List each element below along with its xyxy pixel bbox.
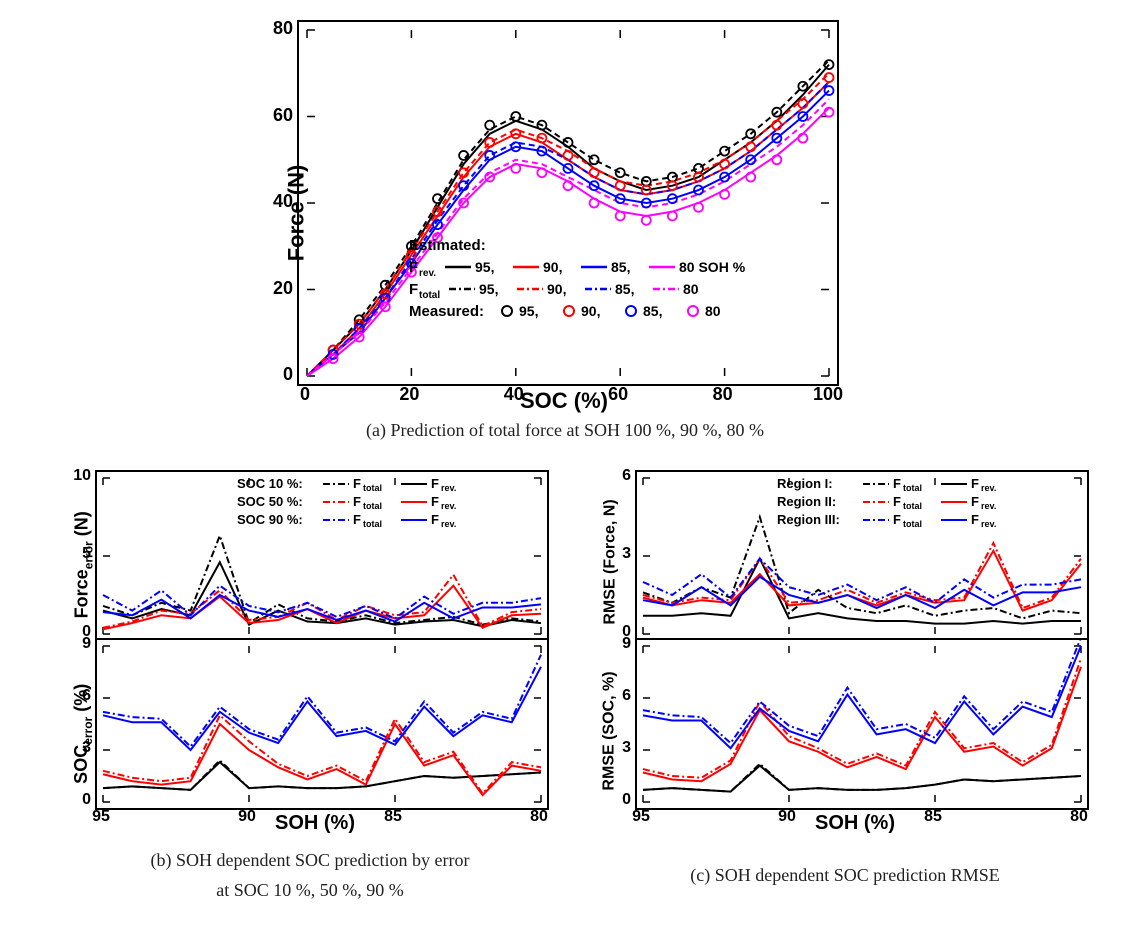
ytick-a: 60 (263, 105, 293, 126)
svg-text:SOC 50 %:: SOC 50 %: (237, 494, 303, 509)
xtick-a: 20 (395, 384, 423, 405)
svg-text:rev.: rev. (441, 501, 456, 511)
svg-text:80: 80 (705, 303, 721, 319)
ytick-a: 20 (263, 278, 293, 299)
x-axis-label-c: SOH (%) (815, 812, 895, 835)
svg-text:F: F (409, 259, 418, 276)
svg-text:rev.: rev. (981, 501, 996, 511)
svg-text:total: total (903, 501, 922, 511)
svg-text:F: F (893, 476, 901, 491)
chart-c-bot-frame (635, 638, 1089, 810)
y-axis-label-b-top: Forceerror (N) (72, 511, 96, 618)
caption-a: (a) Prediction of total force at SOH 100… (240, 420, 890, 441)
chart-c-top-frame: Region I:FtotalFrev.Region II:FtotalFrev… (635, 470, 1089, 642)
caption-c: (c) SOH dependent SOC prediction RMSE (585, 865, 1105, 886)
svg-text:F: F (431, 494, 439, 509)
svg-text:Estimated:: Estimated: (409, 237, 486, 254)
svg-text:90,: 90, (547, 281, 566, 297)
svg-text:Region I:: Region I: (777, 476, 833, 491)
svg-text:F: F (971, 512, 979, 527)
xtick-a: 0 (291, 384, 319, 405)
chart-a: Estimated: Frev. 95, 90, 85, 80 SOH % Ftotal 95… (299, 22, 837, 384)
svg-text:F: F (971, 476, 979, 491)
svg-text:rev.: rev. (441, 519, 456, 529)
svg-text:total: total (419, 290, 440, 301)
xtick-a: 40 (500, 384, 528, 405)
svg-text:90,: 90, (581, 303, 600, 319)
svg-text:80 SOH %: 80 SOH % (679, 259, 746, 275)
svg-text:total: total (363, 519, 382, 529)
svg-text:F: F (431, 512, 439, 527)
svg-text:F: F (893, 512, 901, 527)
x-axis-label-a: SOC (%) (520, 388, 608, 414)
chart-b-bot-frame (95, 638, 549, 810)
svg-text:F: F (409, 281, 418, 298)
svg-text:90,: 90, (543, 259, 562, 275)
svg-text:Measured:: Measured: (409, 303, 484, 320)
y-axis-label-a: Force (N) (283, 165, 309, 262)
chart-b-top-frame: SOC 10 %:FtotalFrev.SOC 50 %:FtotalFrev.… (95, 470, 549, 642)
svg-text:F: F (431, 476, 439, 491)
svg-text:SOC 90 %:: SOC 90 %: (237, 512, 303, 527)
xtick-a: 100 (813, 384, 841, 405)
svg-text:95,: 95, (475, 259, 494, 275)
svg-text:F: F (353, 476, 361, 491)
ytick-a: 40 (263, 191, 293, 212)
svg-text:F: F (971, 494, 979, 509)
svg-text:95,: 95, (479, 281, 498, 297)
svg-text:85,: 85, (615, 281, 634, 297)
svg-text:total: total (903, 483, 922, 493)
figure-page: { "captions": { "a": "(a) Prediction of … (0, 0, 1124, 948)
svg-text:total: total (363, 483, 382, 493)
svg-text:rev.: rev. (981, 483, 996, 493)
svg-text:F: F (353, 494, 361, 509)
svg-text:F: F (893, 494, 901, 509)
ytick-a: 80 (263, 18, 293, 39)
caption-b-line1: (b) SOH dependent SOC prediction by erro… (50, 850, 570, 871)
ytick-a: 0 (263, 364, 293, 385)
chart-b-bot (97, 640, 547, 808)
chart-c-bot (637, 640, 1087, 808)
svg-text:80: 80 (683, 281, 699, 297)
svg-text:Region III:: Region III: (777, 512, 840, 527)
chart-c-top: Region I:FtotalFrev.Region II:FtotalFrev… (637, 472, 1087, 640)
svg-text:total: total (363, 501, 382, 511)
svg-text:total: total (903, 519, 922, 529)
svg-text:Region II:: Region II: (777, 494, 836, 509)
xtick-a: 60 (604, 384, 632, 405)
svg-text:85,: 85, (643, 303, 662, 319)
svg-text:85,: 85, (611, 259, 630, 275)
svg-text:rev.: rev. (441, 483, 456, 493)
chart-a-frame: Estimated: Frev. 95, 90, 85, 80 SOH % Ftotal 95… (297, 20, 839, 386)
xtick-a: 80 (709, 384, 737, 405)
svg-text:95,: 95, (519, 303, 538, 319)
svg-text:F: F (353, 512, 361, 527)
svg-text:SOC 10 %:: SOC 10 %: (237, 476, 303, 491)
x-axis-label-b: SOH (%) (275, 812, 355, 835)
svg-text:rev.: rev. (981, 519, 996, 529)
chart-b-top: SOC 10 %:FtotalFrev.SOC 50 %:FtotalFrev.… (97, 472, 547, 640)
svg-text:rev.: rev. (419, 268, 436, 279)
caption-b-line2: at SOC 10 %, 50 %, 90 % (50, 880, 570, 901)
